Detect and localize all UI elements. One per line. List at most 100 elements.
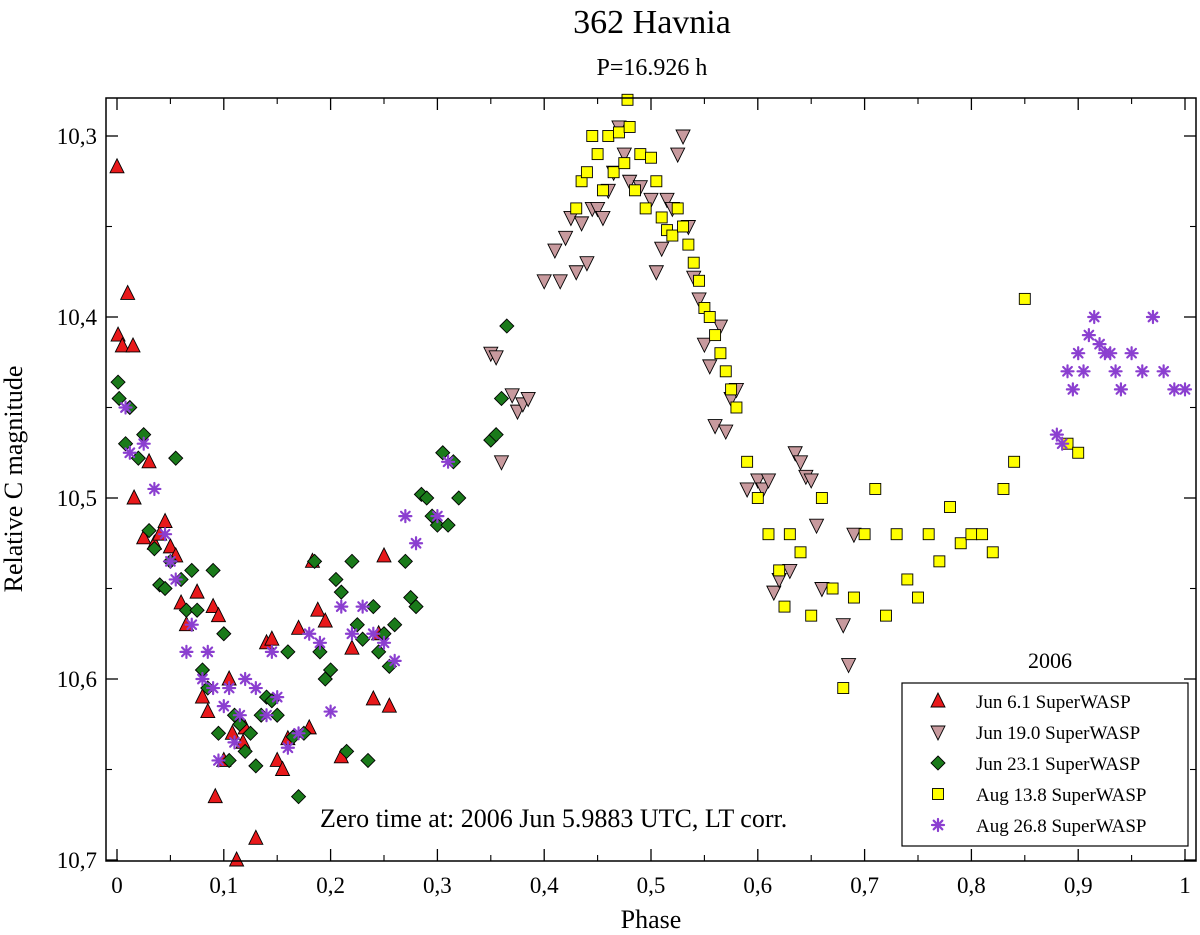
data-point bbox=[227, 735, 242, 750]
data-point bbox=[189, 583, 205, 599]
data-point bbox=[629, 184, 641, 197]
data-point bbox=[613, 126, 625, 139]
data-point bbox=[355, 631, 371, 647]
data-point bbox=[312, 635, 328, 650]
data-point bbox=[419, 490, 435, 506]
data-point bbox=[826, 582, 839, 595]
data-point bbox=[248, 829, 264, 845]
data-point bbox=[210, 606, 227, 623]
data-point bbox=[429, 517, 446, 533]
data-point bbox=[499, 318, 515, 334]
data-point bbox=[648, 265, 665, 281]
data-point bbox=[280, 644, 296, 660]
data-point bbox=[986, 546, 999, 559]
data-point bbox=[310, 601, 326, 617]
data-point bbox=[302, 626, 317, 641]
data-point bbox=[682, 238, 695, 251]
data-point bbox=[344, 553, 360, 569]
data-point bbox=[621, 93, 634, 106]
x-tick-label: 0,2 bbox=[316, 873, 345, 898]
data-point bbox=[944, 501, 956, 513]
data-point bbox=[118, 400, 133, 415]
data-point bbox=[157, 512, 173, 528]
data-point bbox=[912, 591, 924, 604]
legend-entry: Aug 13.8 SuperWASP bbox=[932, 785, 1146, 806]
data-point bbox=[232, 716, 248, 732]
data-point bbox=[691, 292, 707, 308]
series-3 bbox=[110, 318, 515, 805]
data-point bbox=[520, 392, 536, 408]
legend-entry: Jun 19.0 SuperWASP bbox=[930, 723, 1140, 744]
data-point bbox=[408, 598, 424, 615]
data-point bbox=[621, 174, 638, 191]
legend-entry: Jun 6.1 SuperWASP bbox=[930, 691, 1131, 713]
data-point bbox=[595, 210, 611, 227]
data-point bbox=[147, 481, 162, 497]
data-point bbox=[195, 671, 210, 687]
data-point bbox=[815, 492, 828, 504]
data-point bbox=[205, 562, 221, 579]
data-point bbox=[210, 725, 227, 741]
data-point bbox=[782, 563, 798, 580]
x-tick-label: 0,1 bbox=[209, 873, 238, 898]
data-point bbox=[607, 166, 620, 179]
data-point bbox=[333, 584, 349, 600]
data-point bbox=[552, 274, 568, 290]
data-point bbox=[623, 120, 636, 133]
y-tick-label: 10,6 bbox=[57, 667, 97, 692]
data-point bbox=[126, 488, 142, 505]
data-point bbox=[376, 546, 392, 563]
data-point bbox=[157, 527, 173, 542]
data-point bbox=[557, 230, 574, 247]
data-point bbox=[365, 598, 381, 615]
data-point bbox=[328, 571, 344, 588]
data-point bbox=[248, 758, 264, 774]
data-point bbox=[398, 509, 413, 524]
legend-label: Aug 26.8 SuperWASP bbox=[976, 816, 1146, 837]
chart-title: 362 Havnia bbox=[573, 4, 731, 41]
data-point bbox=[677, 220, 689, 233]
data-point bbox=[778, 600, 791, 613]
data-point bbox=[997, 483, 1010, 495]
data-point bbox=[586, 130, 599, 142]
data-point bbox=[846, 527, 862, 544]
data-point bbox=[709, 329, 722, 342]
chart-subtitle: P=16.926 h bbox=[597, 55, 708, 81]
data-point bbox=[397, 553, 413, 569]
data-point bbox=[805, 609, 818, 622]
data-point bbox=[840, 658, 857, 674]
data-point bbox=[221, 752, 237, 769]
data-point bbox=[719, 365, 732, 378]
data-point bbox=[290, 789, 307, 805]
data-point bbox=[693, 274, 706, 287]
data-point bbox=[725, 383, 738, 396]
data-point bbox=[755, 482, 771, 498]
data-point bbox=[643, 192, 659, 209]
data-point bbox=[650, 175, 663, 188]
data-point bbox=[211, 753, 226, 768]
data-point bbox=[1124, 346, 1139, 361]
data-point bbox=[200, 702, 216, 719]
data-point bbox=[162, 537, 179, 554]
legend-label: Aug 13.8 SuperWASP bbox=[976, 785, 1146, 806]
data-point bbox=[1081, 328, 1096, 343]
data-point bbox=[702, 359, 718, 375]
data-point bbox=[835, 618, 851, 634]
data-point bbox=[248, 680, 263, 696]
data-point bbox=[696, 337, 713, 354]
data-point bbox=[366, 626, 381, 641]
data-point bbox=[232, 708, 247, 723]
data-point bbox=[803, 473, 819, 489]
data-point bbox=[591, 148, 604, 161]
data-point bbox=[119, 284, 136, 300]
data-point bbox=[259, 708, 274, 723]
data-point bbox=[869, 483, 882, 495]
x-tick-label: 1 bbox=[1179, 873, 1191, 898]
data-point bbox=[1156, 364, 1171, 379]
data-point bbox=[808, 518, 825, 535]
data-point bbox=[773, 564, 786, 577]
data-point bbox=[783, 528, 796, 541]
x-tick-label: 0,3 bbox=[423, 873, 452, 898]
data-point bbox=[488, 427, 504, 443]
